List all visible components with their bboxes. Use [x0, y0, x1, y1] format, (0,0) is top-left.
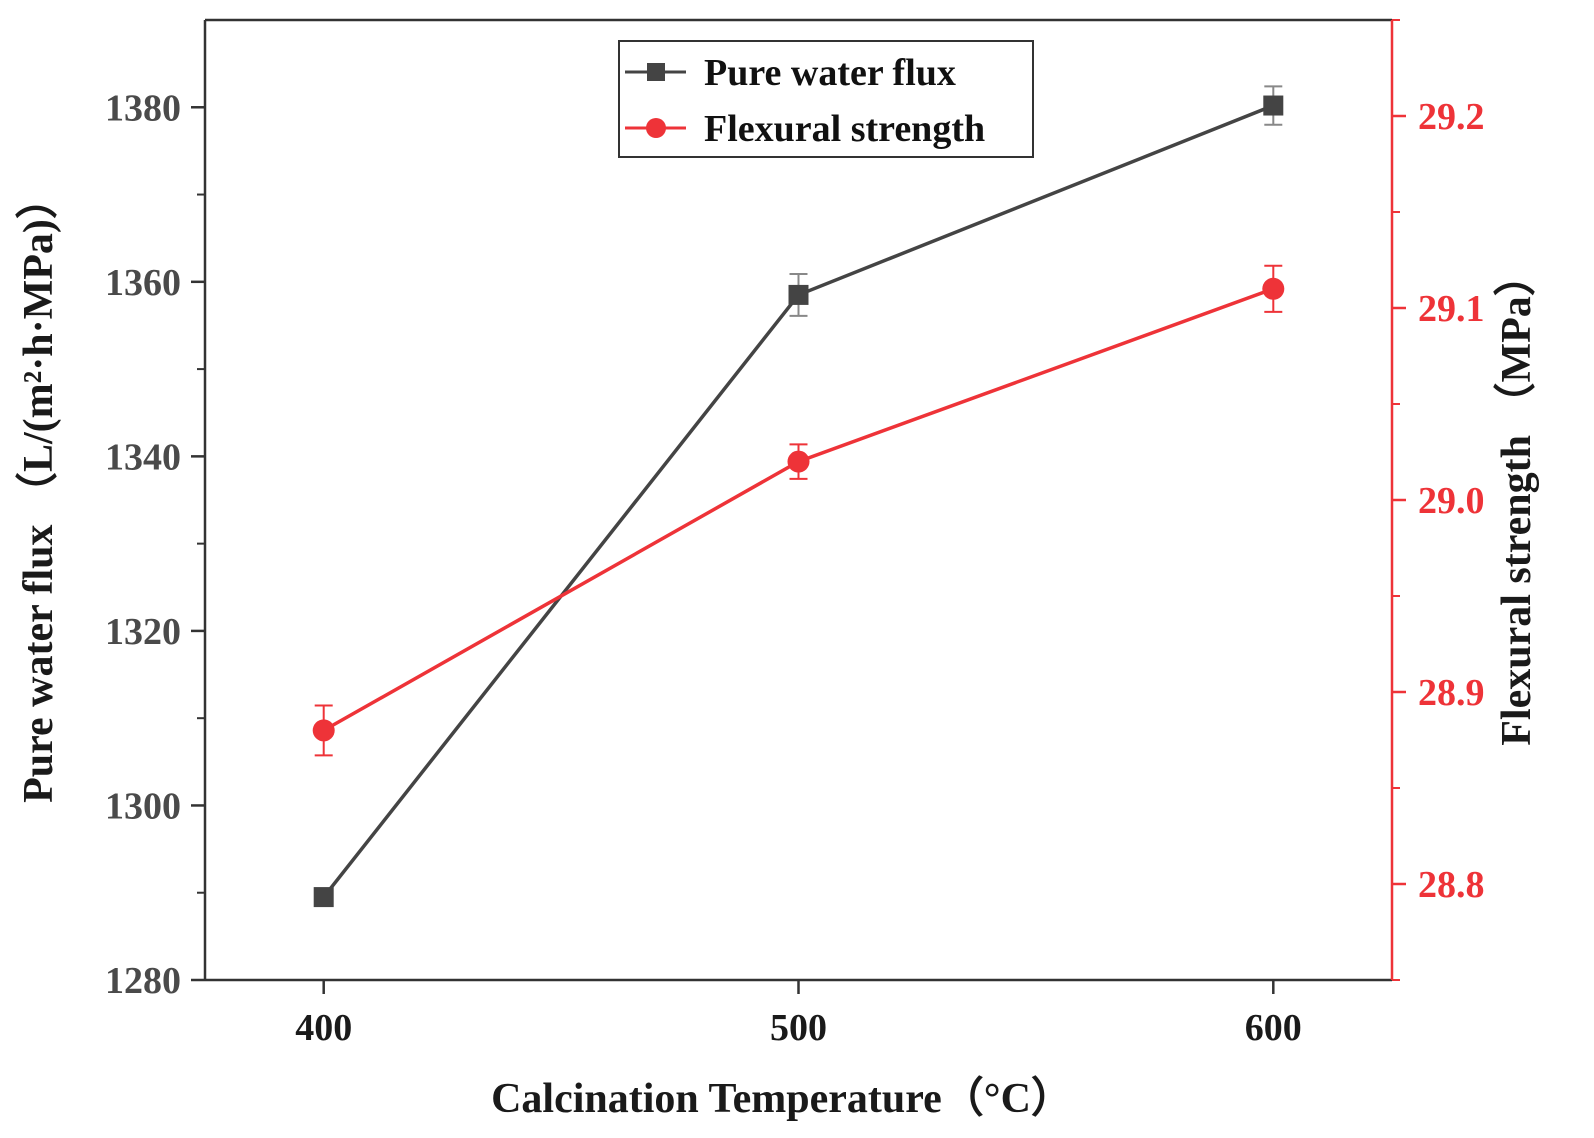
y-left-tick-label: 1340: [105, 436, 181, 478]
legend: Pure water flux Flexural strength: [618, 40, 1034, 158]
data-point-strength: [1262, 277, 1285, 300]
y-axis-right-title: Flexural strength （MPa）: [1493, 254, 1540, 746]
series-line-flux: [322, 103, 1274, 899]
y-axis-right: 28.8 28.9 29.0 29.1 29.2: [1392, 19, 1485, 981]
x-axis-title: Calcination Temperature（°C）: [491, 1075, 1073, 1122]
y-left-tick-label: 1280: [105, 960, 181, 1002]
legend-label-strength: Flexural strength: [704, 108, 985, 150]
y-axis-left-title: Pure water flux （L/(m²·h·MPa)）: [15, 177, 62, 803]
y-axis-left: 1280 1300 1320 1340 1360 1380: [105, 87, 205, 1002]
legend-marker-flux: [647, 63, 665, 81]
series-layer: [312, 85, 1285, 908]
y-left-tick-label: 1360: [105, 262, 181, 304]
plot-frame: [203, 18, 1394, 982]
x-axis: 400 500 600: [295, 980, 1302, 1049]
data-point-flux: [1263, 95, 1284, 116]
legend-box: [618, 40, 1034, 158]
y-right-tick-label: 29.0: [1418, 480, 1485, 522]
y-right-tick-label: 28.8: [1418, 864, 1485, 906]
data-point-flux: [313, 887, 334, 908]
y-left-tick-label: 1380: [105, 87, 181, 129]
y-right-tick-label: 29.2: [1418, 96, 1485, 138]
data-point-strength: [787, 450, 810, 473]
x-tick-label: 400: [295, 1007, 352, 1049]
y-right-tick-label: 28.9: [1418, 672, 1485, 714]
legend-marker-strength: [646, 118, 666, 138]
x-tick-label: 600: [1245, 1007, 1302, 1049]
legend-label-flux: Pure water flux: [704, 52, 956, 94]
data-point-strength: [312, 719, 335, 742]
x-tick-label: 500: [770, 1007, 827, 1049]
data-point-flux: [788, 284, 809, 305]
y-left-tick-label: 1300: [105, 785, 181, 827]
series-line-strength: [322, 287, 1274, 732]
y-right-tick-label: 29.1: [1418, 288, 1485, 330]
y-left-tick-label: 1320: [105, 611, 181, 653]
